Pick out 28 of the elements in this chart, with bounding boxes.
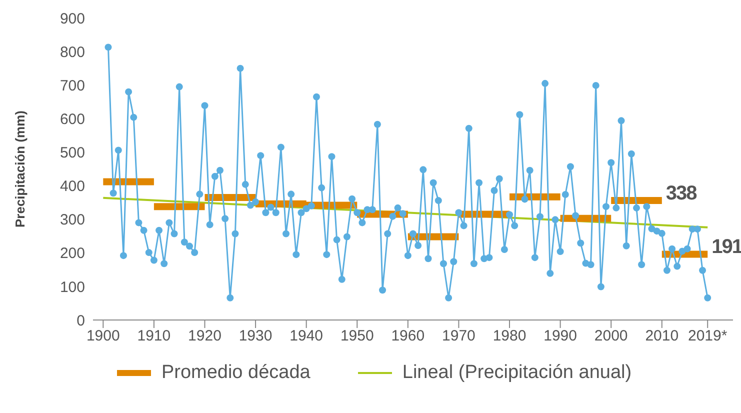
- y-tick-label: 100: [60, 278, 85, 296]
- x-tick-label: 2000: [594, 328, 628, 345]
- x-tick-label: 1940: [290, 328, 324, 345]
- y-tick-label: 0: [76, 312, 85, 330]
- x-tick-label: 1980: [492, 328, 526, 345]
- y-tick-label: 700: [60, 77, 85, 94]
- y-axis-title: Precipitación (mm): [12, 110, 28, 228]
- y-tick-label: 900: [60, 10, 85, 28]
- annotation: 191: [712, 236, 741, 258]
- legend-label: Promedio década: [161, 362, 310, 384]
- x-tick-label: 1930: [238, 328, 272, 345]
- x-tick-label: 2019*: [688, 328, 728, 345]
- x-tick-label: 1990: [544, 328, 577, 345]
- y-tick-label: 500: [60, 144, 85, 162]
- y-tick-label: 800: [60, 44, 85, 61]
- y-tick-label: 200: [60, 245, 85, 262]
- annotation: 338: [666, 182, 698, 205]
- x-tick-label: 1900: [86, 328, 120, 345]
- y-tick-label: 600: [60, 110, 85, 128]
- legend-label: Lineal (Precipitación anual): [402, 362, 632, 384]
- x-tick-label: 1920: [188, 328, 222, 345]
- x-tick-label: 1950: [340, 328, 374, 345]
- x-tick-label: 2010: [645, 328, 679, 345]
- y-tick-label: 400: [60, 178, 85, 196]
- y-tick-label: 300: [60, 212, 85, 229]
- x-tick-label: 1970: [442, 328, 476, 345]
- x-tick-label: 1910: [137, 328, 171, 345]
- x-tick-label: 1960: [391, 328, 425, 345]
